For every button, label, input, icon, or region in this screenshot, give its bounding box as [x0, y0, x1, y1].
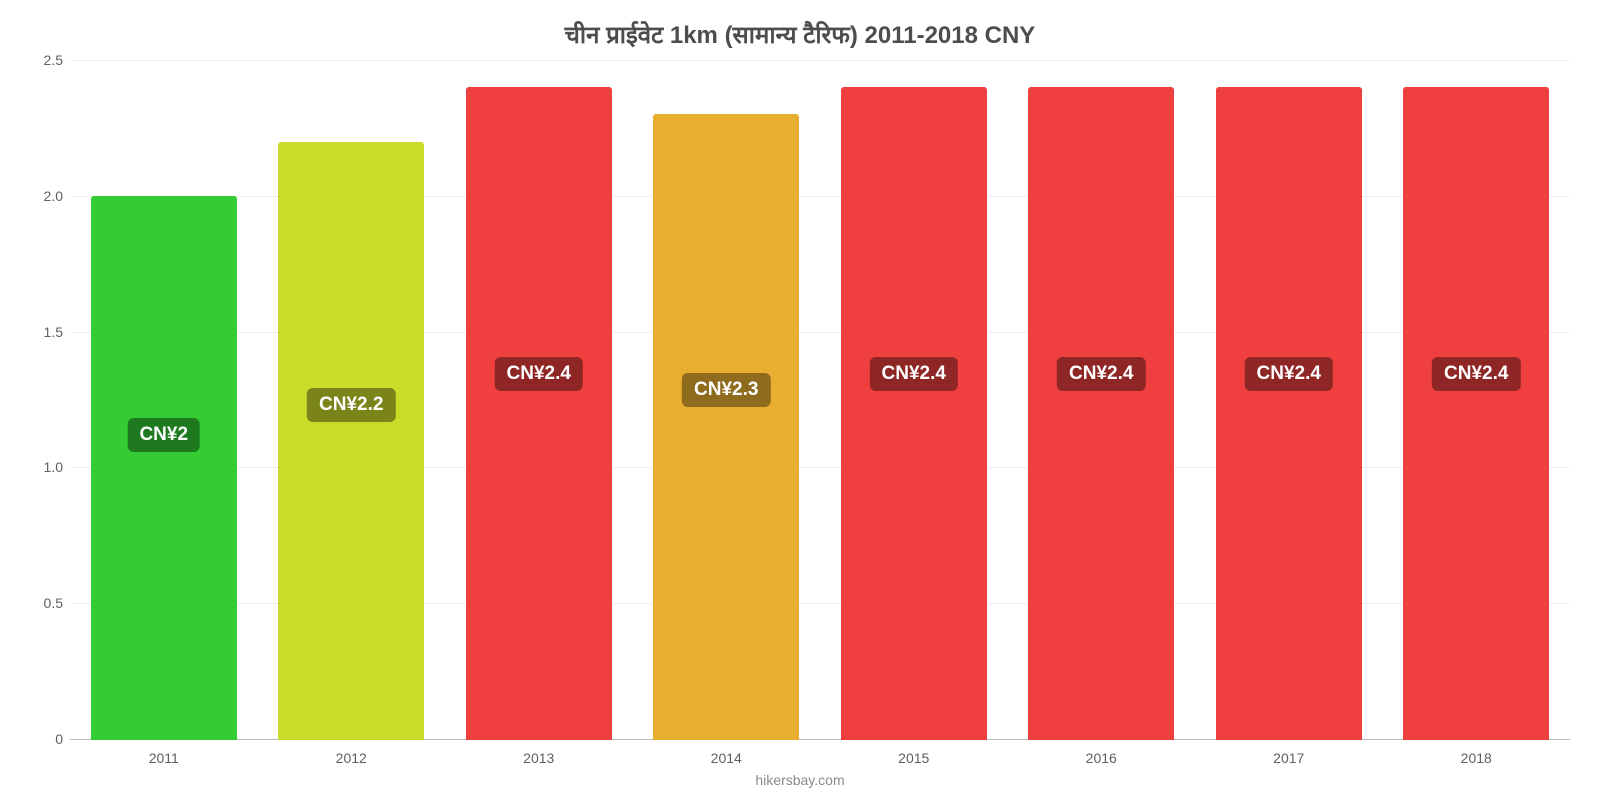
bar-value-label: CN¥2.4	[495, 357, 583, 391]
chart-container: चीन प्राईवेट 1km (सामान्य टैरिफ) 2011-20…	[0, 0, 1600, 800]
x-axis-tick: 2014	[711, 750, 742, 766]
y-axis-tick: 0	[15, 731, 63, 747]
bar-value-label: CN¥2.4	[1432, 357, 1520, 391]
bar-slot: CN¥2.42018	[1383, 60, 1571, 740]
y-axis-tick: 0.5	[15, 595, 63, 611]
bar-slot: CN¥2.42013	[445, 60, 633, 740]
bar-slot: CN¥2.22012	[258, 60, 446, 740]
bar: CN¥2	[91, 196, 237, 740]
bar: CN¥2.4	[841, 87, 987, 740]
attribution-text: hikersbay.com	[755, 772, 844, 788]
bar-value-label: CN¥2.4	[1057, 357, 1145, 391]
y-axis-tick: 1.5	[15, 324, 63, 340]
x-axis-tick: 2018	[1461, 750, 1492, 766]
bar-slot: CN¥2.42015	[820, 60, 1008, 740]
x-axis-tick: 2011	[149, 750, 179, 766]
bar-slot: CN¥2.42017	[1195, 60, 1383, 740]
bar: CN¥2.4	[1216, 87, 1362, 740]
x-axis-tick: 2015	[898, 750, 929, 766]
y-axis-tick: 2.5	[15, 52, 63, 68]
bar: CN¥2.2	[278, 142, 424, 740]
y-axis-tick: 1.0	[15, 459, 63, 475]
chart-title: चीन प्राईवेट 1km (सामान्य टैरिफ) 2011-20…	[0, 0, 1600, 51]
bar-value-label: CN¥2	[127, 418, 200, 452]
x-axis-tick: 2017	[1273, 750, 1304, 766]
x-axis-tick: 2016	[1086, 750, 1117, 766]
y-axis-tick: 2.0	[15, 188, 63, 204]
bar-slot: CN¥22011	[70, 60, 258, 740]
bar-value-label: CN¥2.2	[307, 388, 395, 422]
bar: CN¥2.4	[466, 87, 612, 740]
bar: CN¥2.4	[1403, 87, 1549, 740]
bars-row: CN¥22011CN¥2.22012CN¥2.42013CN¥2.32014CN…	[70, 60, 1570, 740]
bar-slot: CN¥2.42016	[1008, 60, 1196, 740]
plot-area: 00.51.01.52.02.5 CN¥22011CN¥2.22012CN¥2.…	[70, 60, 1570, 740]
bar: CN¥2.4	[1028, 87, 1174, 740]
bar-value-label: CN¥2.4	[1245, 357, 1333, 391]
bar-value-label: CN¥2.4	[870, 357, 958, 391]
x-axis-tick: 2013	[523, 750, 554, 766]
bar-slot: CN¥2.32014	[633, 60, 821, 740]
bar-value-label: CN¥2.3	[682, 373, 770, 407]
x-axis-tick: 2012	[336, 750, 367, 766]
bar: CN¥2.3	[653, 114, 799, 740]
